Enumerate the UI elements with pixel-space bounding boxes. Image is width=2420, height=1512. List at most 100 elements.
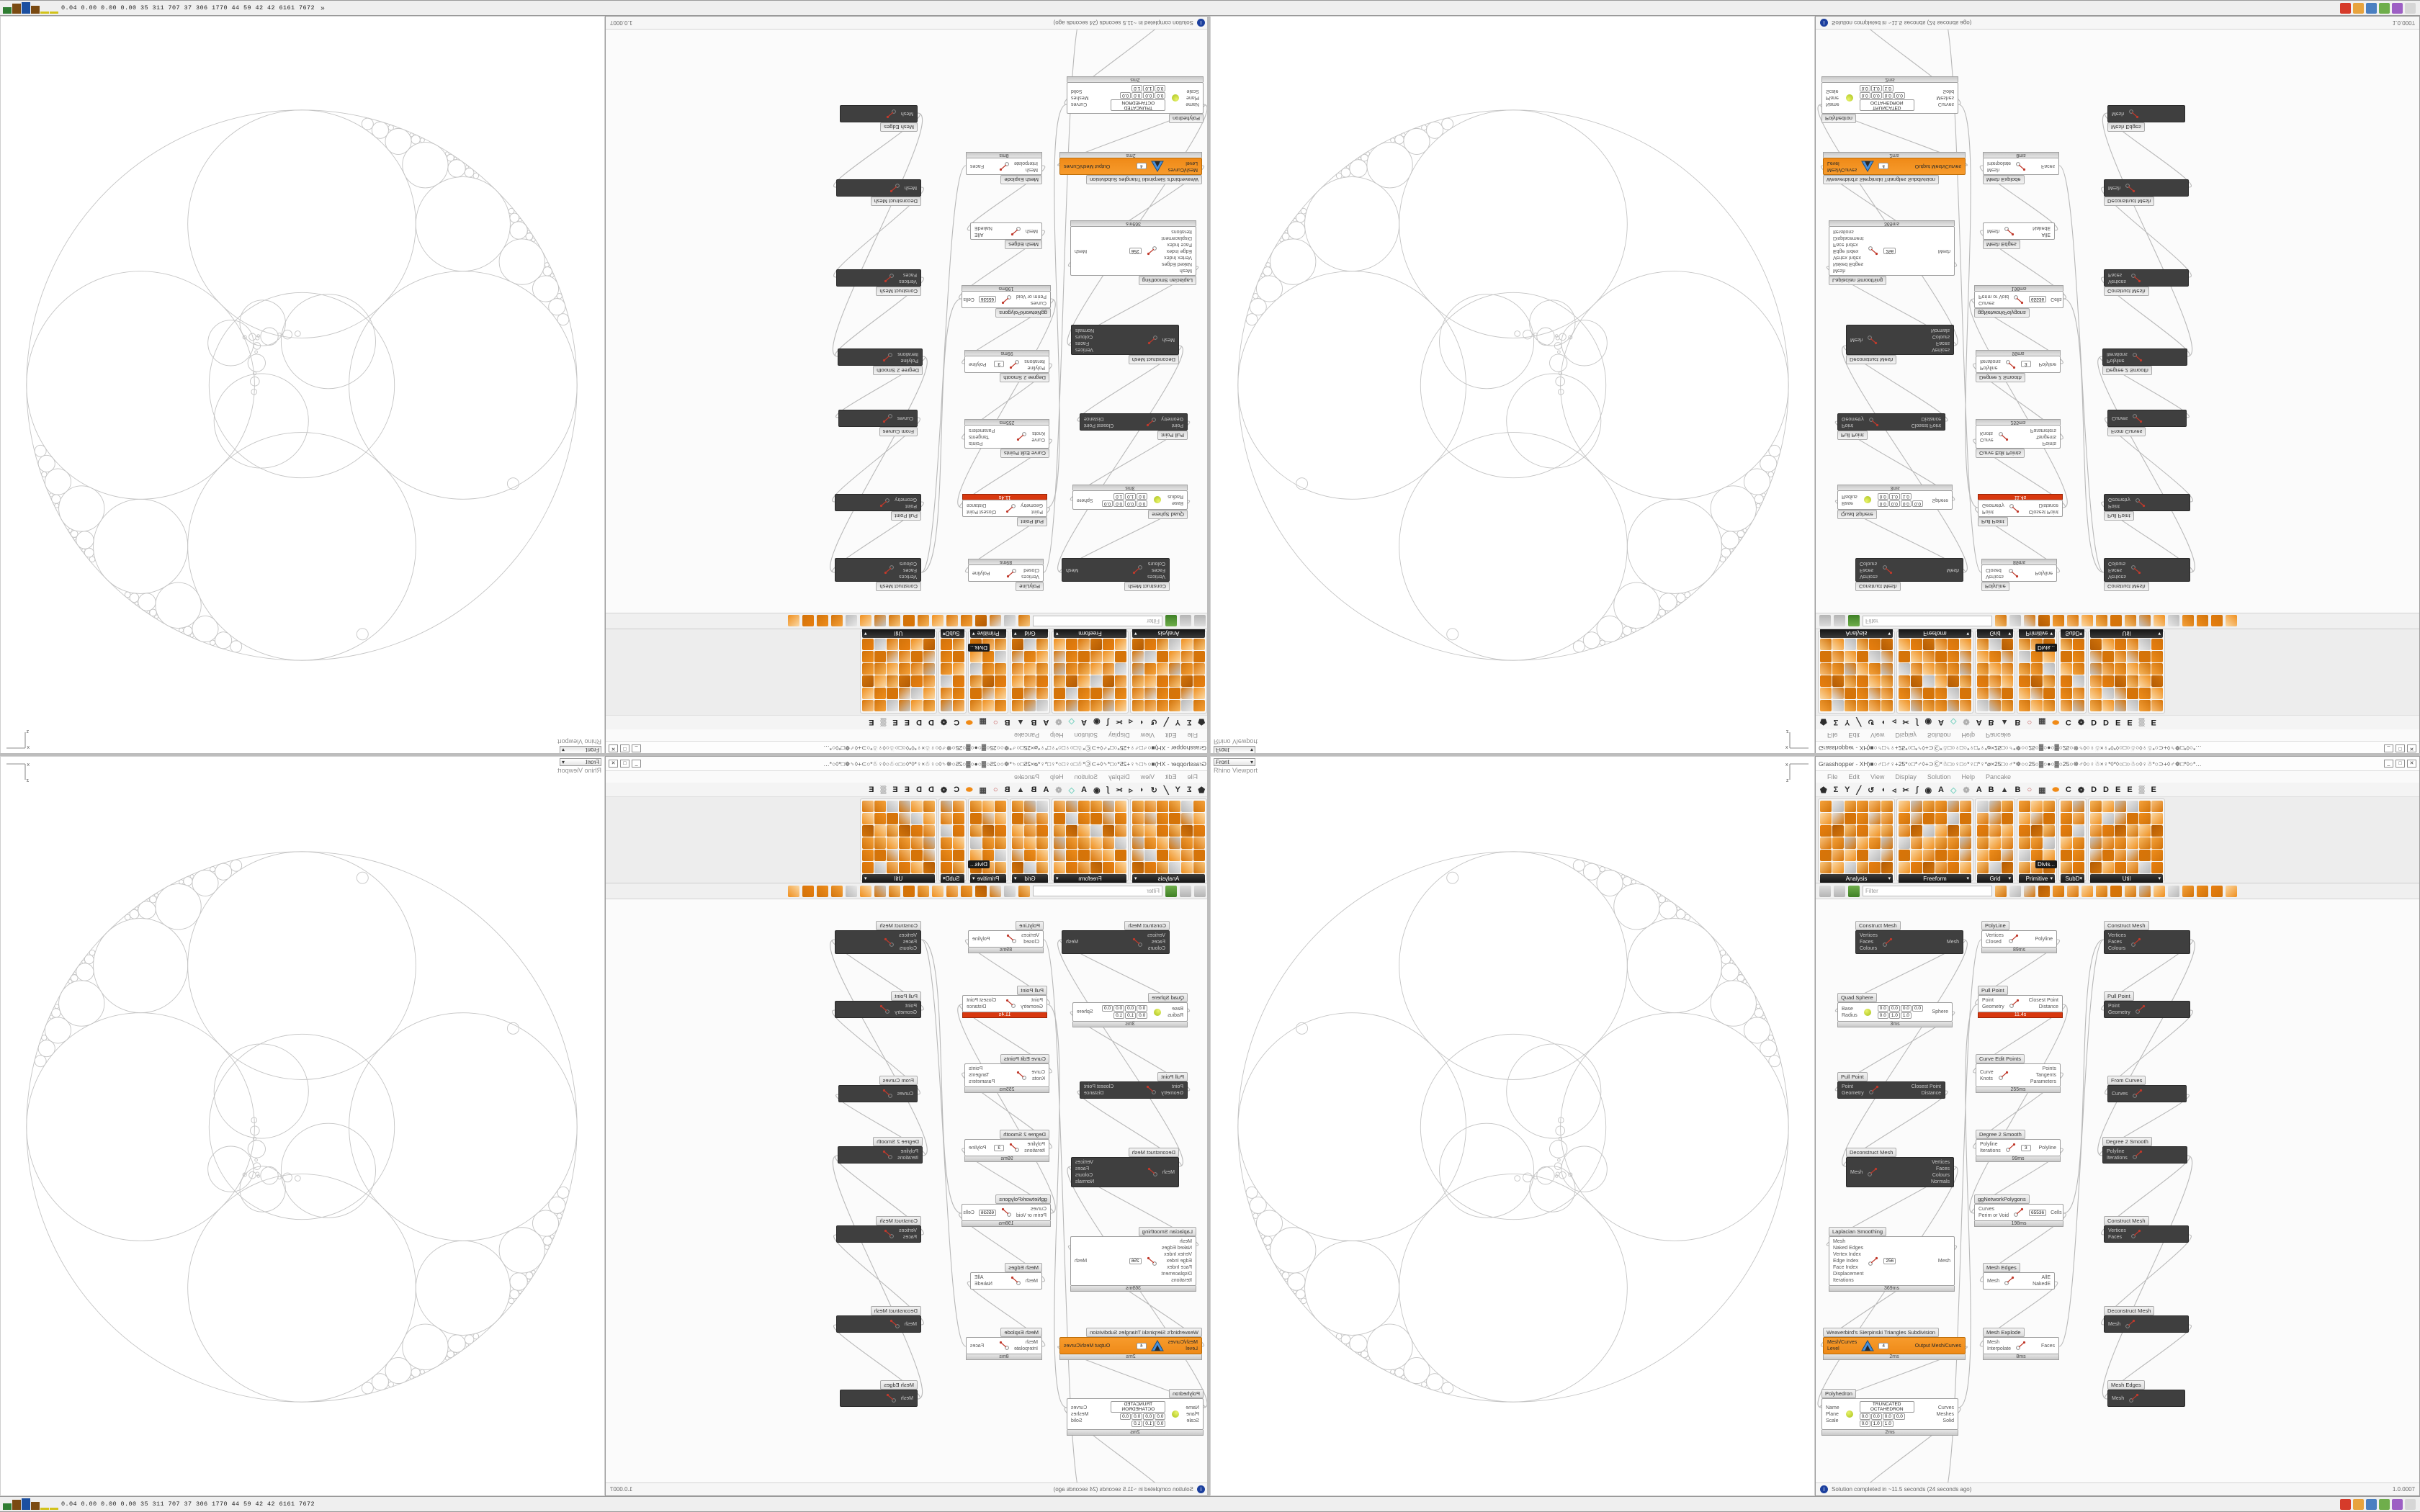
grid-addon-icon[interactable]: ▦: [979, 786, 987, 795]
component-icon[interactable]: [1857, 663, 1868, 675]
output-port-label[interactable]: AllE: [2041, 232, 2051, 237]
palette-icon[interactable]: [2182, 615, 2194, 627]
profiler-icon[interactable]: [889, 885, 900, 897]
addon-e-icon[interactable]: E: [904, 718, 910, 726]
component-icon[interactable]: [1989, 700, 2001, 711]
component-icon[interactable]: [874, 700, 886, 711]
component-icon[interactable]: [1857, 639, 1868, 650]
input-port-label[interactable]: Edge Index: [1833, 1259, 1859, 1264]
component-icon[interactable]: [982, 700, 994, 711]
component-icon[interactable]: [2031, 813, 2043, 824]
input-port-label[interactable]: Face Index: [1833, 1265, 1858, 1270]
component-body[interactable]: Point Geometry: [2104, 494, 2190, 511]
ribbon-tab-primitive[interactable]: Primitive: [970, 629, 1006, 638]
component-body[interactable]: Curves: [838, 410, 918, 427]
component-name[interactable]: Degree 2 Smooth: [1000, 1130, 1049, 1139]
output-port-label[interactable]: Tangents: [2035, 1073, 2056, 1078]
component-icon[interactable]: [874, 850, 886, 861]
minimize-button[interactable]: _: [2384, 744, 2393, 752]
input-port-label[interactable]: Level: [1186, 1346, 1198, 1351]
component-name[interactable]: Quad Sphere: [1148, 993, 1188, 1002]
component-icon[interactable]: [941, 837, 952, 849]
component-icon[interactable]: [1036, 639, 1048, 650]
component-icon[interactable]: [1024, 639, 1036, 650]
ribbon-group-grid[interactable]: Grid: [1975, 629, 2015, 714]
component-name[interactable]: Construct Mesh: [876, 287, 921, 296]
component-icon[interactable]: [1820, 700, 1832, 711]
component-icon[interactable]: [887, 850, 898, 861]
component-icon[interactable]: [923, 801, 935, 812]
output-port-label[interactable]: Cells: [2051, 1210, 2062, 1215]
input-port-label[interactable]: Scale: [1186, 89, 1199, 94]
component-icon[interactable]: [1144, 837, 1156, 849]
component-icon[interactable]: [2151, 825, 2163, 837]
component-icon[interactable]: [1948, 651, 1959, 662]
component-icon[interactable]: [1948, 801, 1959, 812]
component-icon[interactable]: [1090, 837, 1102, 849]
output-port-label[interactable]: Cells: [963, 297, 974, 302]
output-port-label[interactable]: Mesh: [1075, 248, 1088, 253]
component-icon[interactable]: [1960, 639, 1971, 650]
component-icon[interactable]: [899, 675, 910, 687]
param-value-field[interactable]: 65536: [2029, 1209, 2047, 1216]
component-icon[interactable]: [874, 688, 886, 699]
gh-component[interactable]: Laplacian Smoothing Mesh Naked Edges Vertex…: [1829, 220, 1955, 285]
component-name[interactable]: Deconstruct Mesh: [870, 197, 921, 206]
component-icon[interactable]: [1169, 813, 1180, 824]
output-port-label[interactable]: Faces: [1075, 1166, 1090, 1171]
component-icon[interactable]: [1036, 688, 1048, 699]
intersect-icon[interactable]: ✂: [1902, 786, 1909, 795]
input-port-label[interactable]: Plane: [1186, 95, 1199, 101]
component-icon[interactable]: [1820, 825, 1832, 837]
component-body[interactable]: Vertices Faces Colours: [2104, 930, 2190, 954]
component-body[interactable]: Mesh Interpolate Faces: [1983, 158, 2059, 175]
component-icon[interactable]: [2061, 663, 2072, 675]
component-icon[interactable]: [887, 688, 898, 699]
input-port-label[interactable]: Curves: [1030, 1207, 1047, 1212]
addon-b-icon[interactable]: B: [1988, 786, 1994, 794]
component-icon[interactable]: [874, 639, 886, 650]
input-port-label[interactable]: Mesh: [2108, 1321, 2121, 1327]
component-body[interactable]: Curve Knots Points Tangents Parameters: [1976, 425, 2061, 449]
component-parameters[interactable]: 4: [1878, 1342, 1889, 1349]
vector-icon[interactable]: ╱: [1163, 786, 1169, 795]
param-value-field[interactable]: 1.0: [1888, 1012, 1900, 1019]
component-icon[interactable]: [1078, 663, 1090, 675]
component-name[interactable]: Deconstruct Mesh: [1846, 1148, 1897, 1157]
component-icon[interactable]: [953, 663, 964, 675]
component-name[interactable]: Construct Mesh: [876, 582, 921, 591]
component-icon[interactable]: [1977, 850, 1989, 861]
component-icon[interactable]: [1103, 663, 1114, 675]
component-icon[interactable]: [1845, 801, 1856, 812]
component-icon[interactable]: [1857, 651, 1868, 662]
gh-component[interactable]: Pull Point Point Geometry: [835, 991, 921, 1018]
addon-a-icon[interactable]: A: [1081, 718, 1087, 726]
component-icon[interactable]: [1036, 651, 1048, 662]
input-port-label[interactable]: Curve: [1031, 437, 1045, 443]
menu-bar[interactable]: File Edit View Display Solution Help Pancake: [606, 771, 1209, 783]
gh-component[interactable]: Weaverbird's Sierpinski Triangles Subdiv…: [1823, 1328, 1966, 1360]
window-controls[interactable]: _ □ ✕: [2384, 760, 2416, 768]
output-port-label[interactable]: NakedE: [974, 1282, 992, 1287]
component-body[interactable]: Mesh: [2104, 179, 2189, 197]
component-name[interactable]: Pull Point: [1978, 517, 2008, 526]
dots-icon[interactable]: ▒: [880, 786, 887, 794]
recorder-icon[interactable]: [2197, 615, 2208, 627]
input-port-label[interactable]: Vertices: [1860, 574, 1878, 579]
ribbon-group-analysis[interactable]: Analysis: [1130, 629, 1207, 714]
component-icon[interactable]: [1923, 675, 1935, 687]
input-port-label[interactable]: Closed: [1023, 940, 1039, 945]
component-icon[interactable]: [1977, 651, 1989, 662]
close-button[interactable]: ✕: [609, 760, 618, 768]
component-icon[interactable]: [862, 639, 874, 650]
component-icon[interactable]: [1066, 862, 1077, 873]
component-body[interactable]: Mesh Naked Edges Vertex Index Edge Index Fac…: [1829, 1236, 1955, 1286]
weaverbird-icon[interactable]: ○: [992, 718, 998, 726]
component-body[interactable]: Curves: [2107, 1085, 2187, 1102]
component-name[interactable]: Weaverbird's Sierpinski Triangles Subdiv…: [1086, 175, 1202, 184]
component-icon[interactable]: [2031, 825, 2043, 837]
component-icon[interactable]: [2002, 639, 2013, 650]
ribbon-group-subd[interactable]: SubD: [938, 629, 967, 714]
component-icon[interactable]: [1845, 837, 1856, 849]
gh-component[interactable]: Mesh Explode Mesh Interpolate Faces 8ms: [1983, 1328, 2059, 1360]
